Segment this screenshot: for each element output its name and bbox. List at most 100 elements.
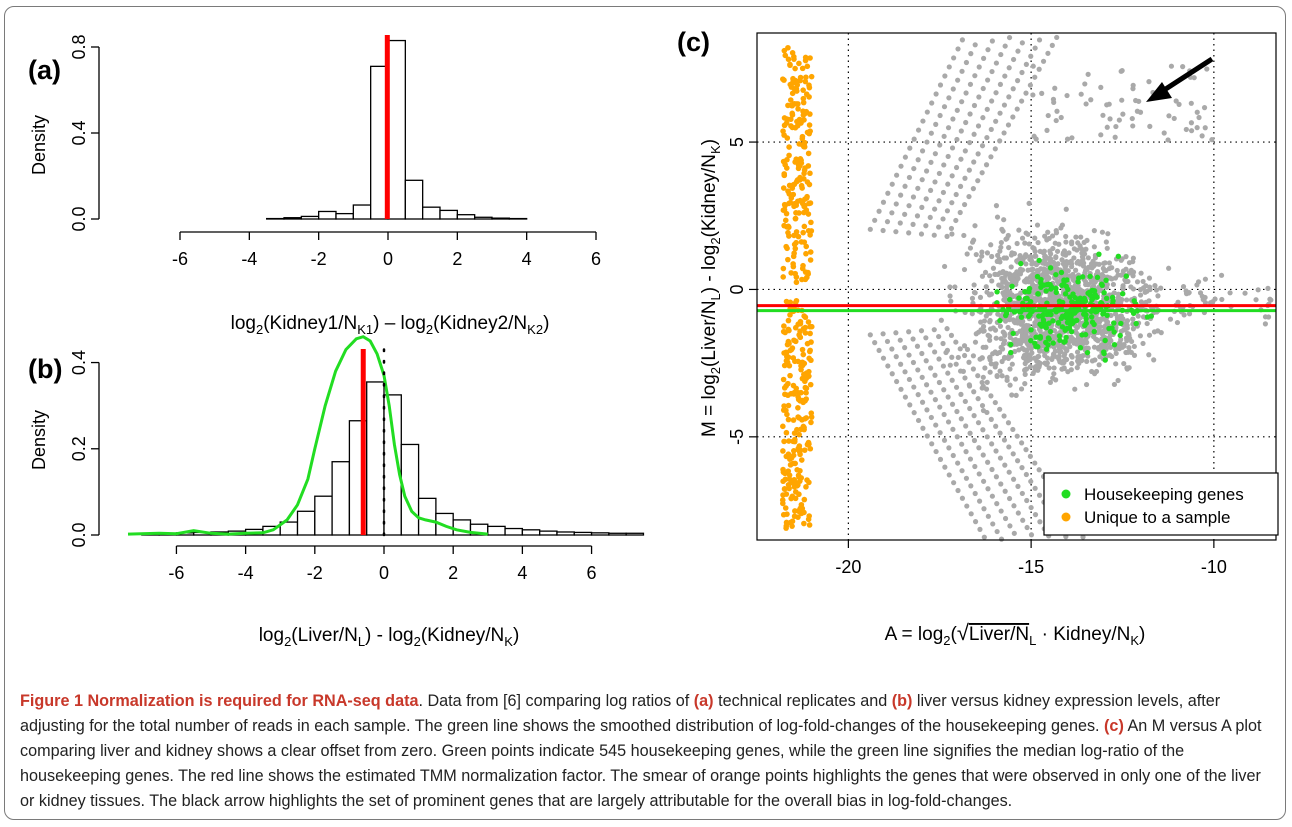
gray-point bbox=[1045, 50, 1051, 56]
unique-point bbox=[804, 63, 811, 70]
gray-point bbox=[1045, 274, 1052, 281]
unique-point bbox=[807, 232, 813, 238]
gray-point bbox=[962, 375, 968, 381]
gray-point bbox=[1155, 293, 1161, 299]
gray-point bbox=[989, 278, 995, 284]
gray-point bbox=[1188, 100, 1194, 106]
housekeeping-point bbox=[1028, 327, 1034, 333]
gray-point bbox=[911, 384, 917, 390]
gray-point bbox=[915, 417, 922, 424]
unique-point bbox=[783, 357, 790, 364]
unique-point bbox=[780, 423, 786, 430]
gray-point bbox=[889, 346, 895, 352]
gray-point bbox=[988, 154, 994, 160]
unique-point bbox=[789, 50, 796, 56]
gray-point bbox=[1053, 254, 1059, 260]
panel-b-bar bbox=[573, 531, 593, 536]
gray-point bbox=[955, 77, 961, 83]
gray-point bbox=[1023, 90, 1029, 96]
panel-b-ylabel: Density bbox=[29, 410, 49, 470]
gray-point bbox=[1138, 299, 1144, 305]
gray-point bbox=[998, 536, 1005, 542]
housekeeping-point bbox=[1103, 295, 1110, 301]
panel-a-label: (a) bbox=[28, 55, 61, 85]
gray-point bbox=[984, 134, 990, 141]
unique-point bbox=[800, 87, 806, 93]
caption-text-2: technical replicates and bbox=[713, 692, 892, 710]
unique-point bbox=[797, 197, 804, 204]
gray-point bbox=[972, 463, 978, 470]
gray-point bbox=[941, 387, 947, 393]
gray-point bbox=[867, 226, 873, 232]
gray-point bbox=[1024, 524, 1030, 531]
gray-point bbox=[1001, 130, 1007, 136]
unique-point bbox=[796, 141, 803, 147]
gray-point bbox=[988, 361, 994, 367]
housekeeping-point bbox=[1144, 314, 1151, 320]
housekeeping-point bbox=[1094, 274, 1101, 281]
gray-point bbox=[1131, 343, 1137, 350]
gray-point bbox=[1009, 250, 1015, 256]
housekeeping-point bbox=[1022, 295, 1029, 302]
gray-point bbox=[987, 273, 993, 279]
gray-point bbox=[989, 466, 995, 473]
unique-point bbox=[784, 511, 790, 517]
housekeeping-point bbox=[1050, 340, 1056, 346]
gray-point bbox=[1001, 102, 1008, 108]
gray-point bbox=[1045, 229, 1051, 235]
gray-point bbox=[910, 359, 917, 366]
unique-point bbox=[803, 250, 809, 257]
housekeeping-point bbox=[1103, 277, 1109, 284]
gray-point bbox=[954, 434, 960, 440]
gray-point bbox=[880, 199, 887, 205]
gray-point bbox=[1021, 333, 1027, 339]
gray-point bbox=[1035, 268, 1041, 274]
unique-point bbox=[807, 381, 814, 388]
unique-point bbox=[797, 74, 804, 81]
gray-point bbox=[1013, 392, 1019, 398]
unique-point bbox=[783, 491, 790, 497]
gray-point bbox=[1124, 325, 1130, 331]
gray-point bbox=[1107, 332, 1113, 338]
gray-point bbox=[977, 294, 984, 300]
housekeeping-point bbox=[1064, 325, 1070, 332]
gray-point bbox=[1013, 278, 1019, 284]
gray-point bbox=[1242, 290, 1248, 296]
gray-point bbox=[1014, 433, 1020, 439]
panel-b-bar bbox=[504, 527, 524, 536]
unique-point bbox=[803, 108, 810, 115]
gray-point bbox=[1061, 353, 1067, 359]
gray-point bbox=[993, 448, 999, 454]
gray-point bbox=[1011, 530, 1017, 536]
gray-point bbox=[1151, 357, 1157, 363]
unique-point bbox=[784, 135, 791, 141]
gray-point bbox=[933, 121, 939, 127]
unique-point bbox=[803, 74, 809, 81]
gray-point bbox=[1010, 114, 1016, 120]
gray-point bbox=[1075, 258, 1081, 265]
gray-point bbox=[963, 423, 969, 429]
gray-point bbox=[1022, 371, 1028, 377]
gray-point bbox=[1140, 278, 1146, 285]
gray-point bbox=[1096, 362, 1102, 368]
gray-point bbox=[1044, 360, 1050, 366]
gray-point bbox=[987, 326, 994, 332]
gray-point bbox=[1032, 485, 1038, 491]
gray-point bbox=[1127, 349, 1133, 355]
gray-point bbox=[1028, 478, 1034, 485]
gray-point bbox=[1104, 124, 1110, 130]
gray-point bbox=[1078, 91, 1084, 97]
gray-point bbox=[994, 528, 1000, 535]
housekeeping-point bbox=[1079, 332, 1085, 338]
panel-b-bars bbox=[127, 335, 645, 537]
gray-point bbox=[950, 86, 956, 92]
gray-point bbox=[867, 332, 873, 338]
gray-point bbox=[945, 153, 951, 160]
housekeeping-point bbox=[1018, 314, 1025, 320]
housekeeping-point bbox=[1018, 260, 1024, 267]
gray-point bbox=[979, 249, 985, 255]
unique-point bbox=[783, 383, 789, 389]
gray-point bbox=[1074, 341, 1080, 347]
gray-point bbox=[1081, 251, 1088, 257]
gray-point bbox=[971, 437, 978, 444]
